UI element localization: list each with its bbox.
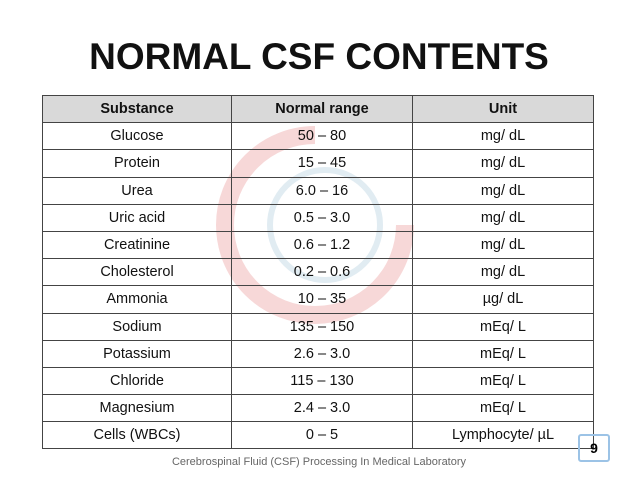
column-header: Normal range — [231, 94, 413, 124]
table-row: Uric acid 0.5 – 3.0 mg/ dL — [42, 203, 594, 232]
table-cell: 0.2 – 0.6 — [231, 258, 413, 287]
column-header: Unit — [412, 94, 594, 124]
table-cell: Glucose — [42, 122, 232, 151]
table-row: Protein 15 – 45 mg/ dL — [42, 149, 594, 178]
table-cell: 2.6 – 3.0 — [231, 339, 413, 368]
column-header: Substance — [42, 94, 232, 124]
table-cell: mg/ dL — [412, 258, 594, 287]
table-cell: 2.4 – 3.0 — [231, 394, 413, 423]
table-cell: Ammonia — [42, 285, 232, 314]
table-cell: 0.6 – 1.2 — [231, 230, 413, 260]
table-cell: mEq/ L — [412, 394, 594, 423]
table-row: Urea 6.0 – 16 mg/ dL — [42, 176, 594, 205]
table-cell: mg/ dL — [412, 122, 594, 151]
table-cell: mg/ dL — [412, 176, 594, 205]
table-cell: Creatinine — [42, 230, 232, 260]
table-row: Chloride 115 – 130 mEq/ L — [42, 366, 594, 396]
table-cell: 15 – 45 — [231, 149, 413, 178]
table-cell: 50 – 80 — [231, 122, 413, 151]
slide-title: NORMAL CSF CONTENTS — [89, 36, 549, 77]
table-cell: 0 – 5 — [231, 421, 413, 450]
table-cell: Lymphocyte/ µL — [412, 421, 594, 450]
table-row: Ammonia 10 – 35 µg/ dL — [42, 285, 594, 314]
page-number: 9 — [578, 434, 610, 462]
table-cell: Protein — [42, 149, 232, 178]
table-cell: mEq/ L — [412, 312, 594, 341]
table-cell: 10 – 35 — [231, 285, 413, 314]
table-cell: mg/ dL — [412, 203, 594, 232]
table-row: Sodium 135 – 150 mEq/ L — [42, 312, 594, 341]
table-row: Creatinine 0.6 – 1.2 mg/ dL — [42, 230, 594, 260]
table-cell: Sodium — [42, 312, 232, 341]
table-cell: µg/ dL — [412, 285, 594, 314]
table-row: Cholesterol 0.2 – 0.6 mg/ dL — [42, 258, 594, 287]
table-cell: mg/ dL — [412, 149, 594, 178]
table-cell: Potassium — [42, 339, 232, 368]
table-cell: 115 – 130 — [231, 366, 413, 396]
table-row: Magnesium 2.4 – 3.0 mEq/ L — [42, 394, 594, 423]
table-cell: Magnesium — [42, 394, 232, 423]
table-cell: 6.0 – 16 — [231, 176, 413, 205]
table-row: Potassium 2.6 – 3.0 mEq/ L — [42, 339, 594, 368]
header-row: Substance Normal range Unit — [42, 94, 594, 124]
table-cell: mg/ dL — [412, 230, 594, 260]
footer-text: Cerebrospinal Fluid (CSF) Processing In … — [171, 456, 467, 468]
table-cell: Cholesterol — [42, 258, 232, 287]
table-cell: Chloride — [42, 366, 232, 396]
table-cell: Uric acid — [42, 203, 232, 232]
table-row: Glucose 50 – 80 mg/ dL — [42, 122, 594, 151]
table-cell: mEq/ L — [412, 339, 594, 368]
table-row: Cells (WBCs) 0 – 5 Lymphocyte/ µL — [42, 421, 594, 450]
table-cell: 135 – 150 — [231, 312, 413, 341]
table-cell: 0.5 – 3.0 — [231, 203, 413, 232]
csf-table: Substance Normal range Unit Glucose 50 – 80 m… — [42, 94, 594, 450]
table-cell: mEq/ L — [412, 366, 594, 396]
table-cell: Urea — [42, 176, 232, 205]
table-cell: Cells (WBCs) — [42, 421, 232, 450]
